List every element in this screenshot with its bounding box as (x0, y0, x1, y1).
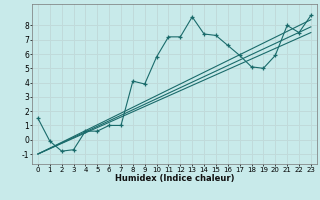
X-axis label: Humidex (Indice chaleur): Humidex (Indice chaleur) (115, 174, 234, 183)
